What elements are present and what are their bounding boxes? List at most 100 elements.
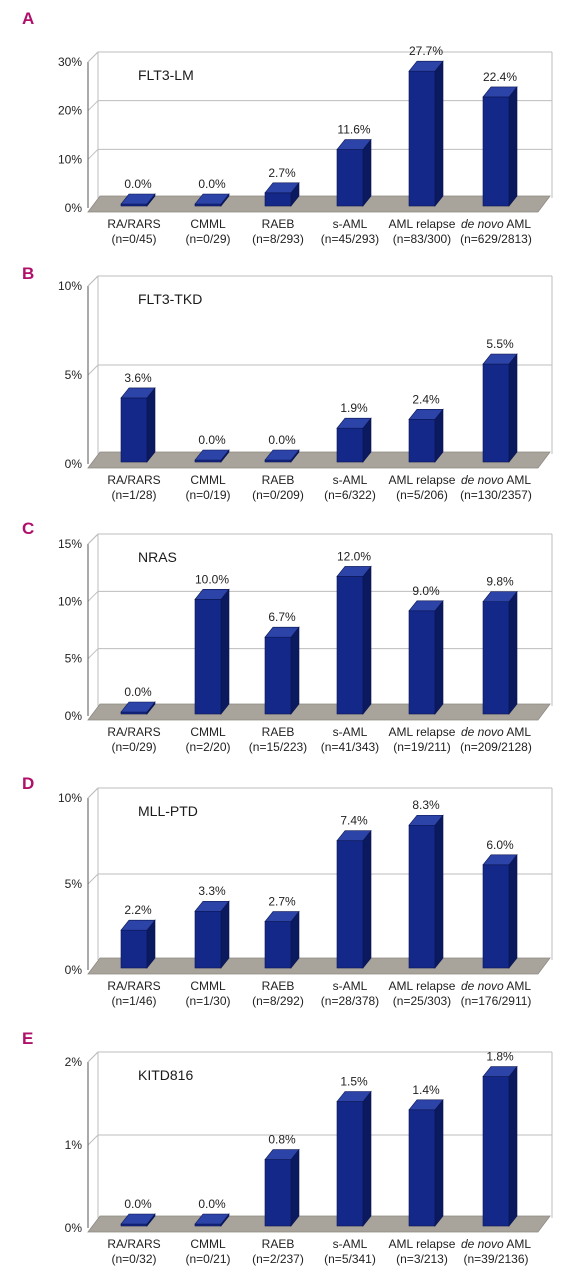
data-label: 1.9% [340,401,368,415]
bar-top [194,589,230,600]
x-category-label: s-AML [333,725,368,739]
gridline-side [87,648,99,660]
gridline-side [87,100,99,112]
x-category-n: (n=39/2136) [463,1252,528,1266]
x-category-label: de novo AML [461,1237,531,1251]
bar-side [362,1090,372,1227]
x-category-label: CMML [190,1237,226,1251]
x-category-n: (n=2/237) [252,1252,304,1266]
top-side-line [87,1051,99,1063]
x-category-label: RAEB [262,217,295,231]
y-tick-label: 10% [58,791,82,805]
x-category-rest: AML [504,1237,532,1251]
bar-top [336,139,372,150]
bar-front [408,1109,436,1227]
data-label: 0.0% [124,177,152,191]
data-label: 11.6% [337,123,370,137]
x-category-label: AML relapse [389,1237,456,1251]
x-category-label: s-AML [333,217,368,231]
top-side-line [87,787,99,799]
chart-floor [87,195,551,213]
y-tick-label: 0% [65,1221,83,1235]
bar-top [120,193,156,205]
bar-side [220,900,230,969]
bar-top [194,449,230,461]
bar [482,86,518,207]
bar [336,417,372,463]
x-category-label: RA/RARS [107,979,160,993]
x-category-n: (n=0/29) [185,232,230,246]
chart-floor [87,703,551,721]
bar-front [336,1101,364,1227]
bar-front [408,70,436,207]
y-tick-label: 30% [58,55,82,69]
bar-top [482,1066,518,1077]
x-category-rest: AML [504,473,532,487]
x-category-label: s-AML [333,979,368,993]
y-tick-label: 20% [58,104,82,118]
bar [120,919,156,969]
x-category-label: RAEB [262,1237,295,1251]
bar [408,814,444,969]
data-label: 27.7% [409,44,443,58]
bar-side [434,60,444,207]
bar [482,353,518,463]
bar [120,387,156,463]
bar-top [482,86,518,98]
bar-front [408,418,436,463]
x-category-label: RA/RARS [107,1237,160,1251]
x-category-label: de novo AML [461,473,531,487]
chart-floor [87,1215,551,1233]
data-label: 2.2% [124,903,152,917]
gridline-side [87,1134,99,1146]
x-category-n: (n=45/293) [321,232,379,246]
bar-front [120,397,148,463]
bar-side [362,138,372,207]
bar-front [336,576,364,715]
x-category-n: (n=0/32) [111,1252,156,1266]
x-category-n: (n=209/2128) [460,740,532,754]
panel-letter: B [22,264,34,283]
chart-svg: A 0% 10% 20% 30% FLT3-LM 0.0% RA/RARS(n=0/45) 0.… [22,9,553,246]
data-label: 1.4% [412,1083,440,1097]
bar [194,1213,230,1227]
chart-svg: D 0% 5% 10% MLL-PTD 2.2% RA/RARS(n=1/46) 3.3% CM… [22,774,553,1008]
x-category-rest: AML [504,979,532,993]
bar-side [146,387,156,463]
x-category-label: RA/RARS [107,217,160,231]
bar [264,626,300,715]
x-category-n: (n=6/322) [324,488,376,502]
x-category-n: (n=0/45) [111,232,156,246]
data-label: 22.4% [483,70,517,84]
chart-panel-c: C 0% 5% 10% 15% NRAS 0.0% RA/RARS (n=0/29) 10.0% C… [0,510,587,765]
y-tick-label: 15% [58,537,82,551]
chart-floor [87,957,551,975]
bar-front [194,910,222,969]
bar [264,182,300,207]
bar-side [508,590,518,715]
bar-top [194,193,230,205]
x-category-rest: AML [504,217,532,231]
bar [408,60,444,207]
x-category-label: s-AML [333,473,368,487]
bar-front [264,636,292,715]
x-category-n: (n=0/19) [185,488,230,502]
x-category-label: AML relapse [389,725,456,739]
x-category-rest: AML [504,725,532,739]
x-category-n: (n=83/300) [393,232,451,246]
x-category-label: de novo AML [461,217,531,231]
panel-letter: E [22,1029,33,1048]
data-label: 6.7% [268,610,296,624]
bar [194,900,230,969]
bar [194,193,230,207]
x-category-n: (n=8/292) [252,994,304,1008]
x-category-label: AML relapse [389,979,456,993]
chart-title: FLT3-TKD [138,291,202,307]
data-label: 5.5% [486,337,514,351]
bar-top [408,408,444,420]
data-label: 7.4% [340,814,368,828]
bar [336,138,372,207]
bar-front [336,840,364,969]
bar [336,1090,372,1227]
bar-top [264,911,300,922]
